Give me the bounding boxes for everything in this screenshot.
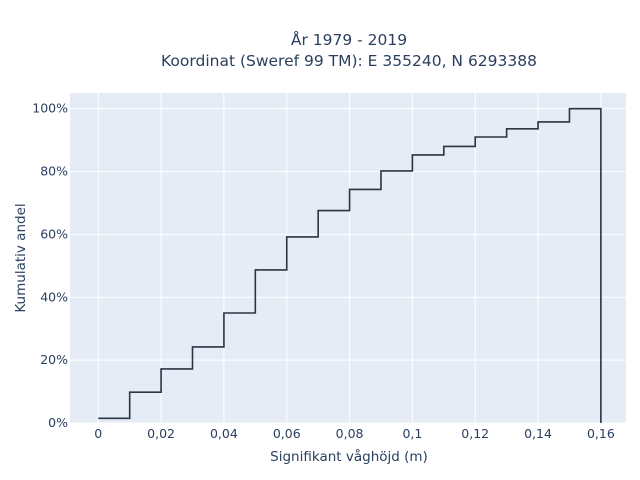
- cumulative-step-line: [98, 107, 602, 423]
- y-tick-label: 60%: [40, 226, 68, 241]
- y-tick-label: 20%: [40, 352, 68, 367]
- x-tick-label: 0,02: [147, 426, 175, 441]
- x-tick-label: 0,14: [524, 426, 552, 441]
- chart-title-line2: Koordinat (Sweref 99 TM): E 355240, N 62…: [161, 52, 537, 70]
- x-tick-label: 0,12: [461, 426, 489, 441]
- y-axis-ticks: 0% 20% 40% 60% 80% 100%: [32, 101, 68, 430]
- x-tick-label: 0,04: [210, 426, 238, 441]
- y-tick-label: 80%: [40, 164, 68, 179]
- y-tick-label: 40%: [40, 289, 68, 304]
- chart-title-line1: År 1979 - 2019: [291, 30, 407, 49]
- x-tick-label: 0: [94, 426, 102, 441]
- y-tick-label: 0%: [48, 415, 68, 430]
- x-tick-label: 0,08: [336, 426, 364, 441]
- y-tick-label: 100%: [32, 101, 68, 116]
- x-axis-title: Signifikant våghöjd (m): [270, 448, 428, 465]
- y-axis-title: Kumulativ andel: [13, 203, 29, 312]
- grid-lines: [70, 93, 626, 424]
- x-tick-label: 0,16: [587, 426, 615, 441]
- x-tick-label: 0,06: [273, 426, 301, 441]
- x-axis-ticks: 0 0,02 0,04 0,06 0,08 0,1 0,12 0,14 0,16: [94, 426, 615, 441]
- x-tick-label: 0,1: [402, 426, 422, 441]
- plot-area: [70, 93, 626, 423]
